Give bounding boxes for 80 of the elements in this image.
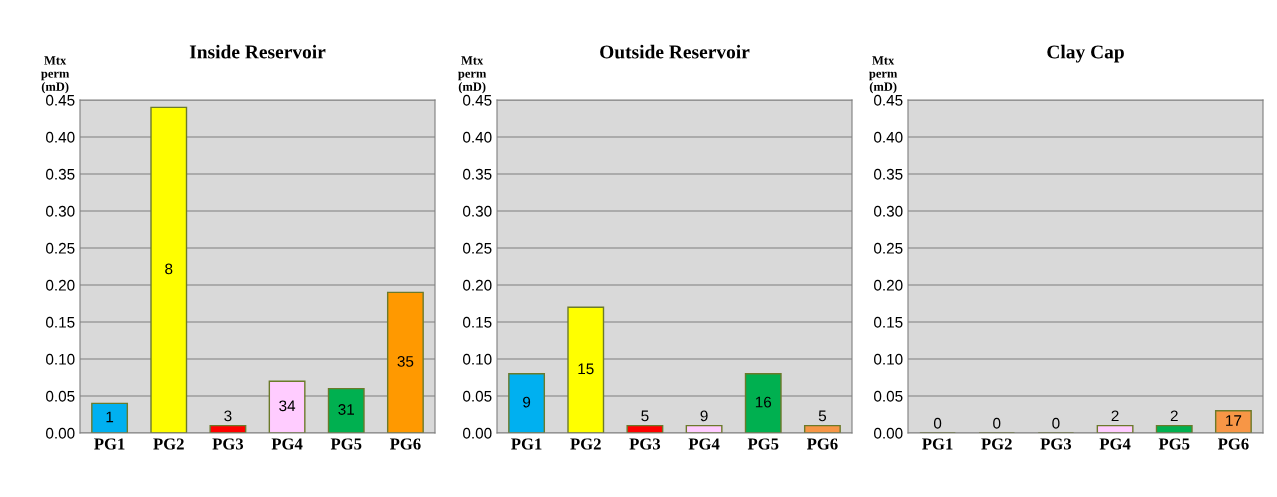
bar (386, 291, 424, 433)
y-tick-label: 0.10 (874, 353, 903, 365)
annotation: 0 (993, 417, 1001, 429)
annotation: 16 (755, 396, 772, 408)
y-tick-label: 0.45 (874, 94, 903, 106)
x-tick-label: PG6 (1217, 438, 1249, 450)
annotation: 0 (1052, 417, 1060, 429)
x-tick-label: PG5 (1158, 438, 1190, 450)
annotation: 5 (641, 410, 649, 422)
x-tick-label: PG4 (1099, 438, 1131, 450)
bar (150, 106, 188, 433)
annotation: 0 (933, 417, 942, 429)
y-tick-label: 0.00 (463, 427, 492, 439)
x-tick-label: PG3 (212, 438, 244, 450)
annotation: 34 (279, 400, 296, 412)
y-tick-label: 0.15 (463, 316, 492, 328)
y-tick-label: 0.30 (463, 205, 492, 217)
y-tick-label: 0.40 (46, 131, 75, 143)
x-tick-label: PG4 (688, 438, 720, 450)
x-tick-label: PG1 (511, 438, 542, 450)
bar (508, 373, 546, 433)
y-tick-label: 0.05 (46, 390, 75, 402)
y-tick-label: 0.00 (46, 427, 75, 439)
x-tick-label: PG4 (271, 438, 303, 450)
x-tick-label: PG6 (389, 438, 421, 450)
x-tick-label: PG5 (330, 438, 362, 450)
annotation: 2 (1170, 410, 1178, 422)
annotation: 2 (1111, 410, 1119, 422)
y-tick-label: 0.20 (874, 279, 903, 291)
y-tick-label: 0.20 (46, 279, 75, 291)
x-tick-label: PG3 (1040, 438, 1072, 450)
y-tick-label: 0.40 (463, 131, 492, 143)
annotation: 3 (224, 410, 232, 422)
bar (567, 306, 605, 433)
annotation: 9 (523, 396, 531, 408)
y-tick-label: 0.10 (46, 353, 75, 365)
y-tick-label: 0.20 (463, 279, 492, 291)
annotation: 15 (578, 363, 594, 375)
y-tick-label: 0.35 (463, 168, 492, 180)
x-tick-label: PG3 (629, 438, 661, 450)
bar (327, 387, 365, 433)
y-axis-title: Mtx perm (mD) (458, 56, 487, 94)
x-tick-label: PG2 (981, 438, 1012, 450)
chart-title: Clay Cap (1047, 44, 1124, 63)
x-tick-label: PG2 (153, 438, 184, 450)
y-tick-label: 0.45 (46, 94, 75, 106)
chart-title: Inside Reservoir (189, 44, 326, 59)
annotation: 8 (165, 263, 173, 275)
annotation: 17 (1226, 415, 1242, 426)
y-tick-label: 0.40 (874, 131, 903, 143)
annotation: 9 (700, 410, 708, 422)
y-tick-label: 0.45 (463, 94, 492, 106)
y-tick-label: 0.30 (874, 205, 903, 217)
bar (744, 373, 782, 433)
y-tick-label: 0.35 (46, 168, 75, 180)
annotation: 35 (397, 355, 414, 367)
y-tick-label: 0.25 (46, 242, 75, 254)
y-tick-label: 0.35 (874, 168, 903, 180)
y-axis-title: Mtx perm (mD) (41, 56, 70, 94)
y-tick-label: 0.05 (874, 390, 903, 402)
annotation: 5 (818, 410, 827, 422)
bar (91, 402, 129, 433)
bar (268, 380, 306, 433)
x-tick-label: PG2 (570, 438, 601, 450)
annotation: 1 (106, 411, 114, 423)
x-tick-label: PG1 (922, 438, 953, 450)
x-tick-label: PG1 (94, 438, 125, 450)
y-tick-label: 0.00 (874, 427, 903, 439)
annotation: 31 (338, 404, 354, 415)
y-tick-label: 0.10 (463, 353, 492, 365)
y-tick-label: 0.05 (463, 390, 492, 402)
x-tick-label: PG5 (747, 438, 779, 450)
y-tick-label: 0.15 (874, 316, 903, 328)
y-axis-title: Mtx perm (mD) (869, 56, 898, 94)
y-tick-label: 0.25 (463, 242, 492, 254)
y-tick-label: 0.25 (874, 242, 903, 254)
y-tick-label: 0.30 (46, 205, 75, 217)
y-tick-label: 0.15 (46, 316, 75, 328)
chart-title: Outside Reservoir (600, 44, 750, 59)
x-tick-label: PG6 (806, 438, 838, 450)
